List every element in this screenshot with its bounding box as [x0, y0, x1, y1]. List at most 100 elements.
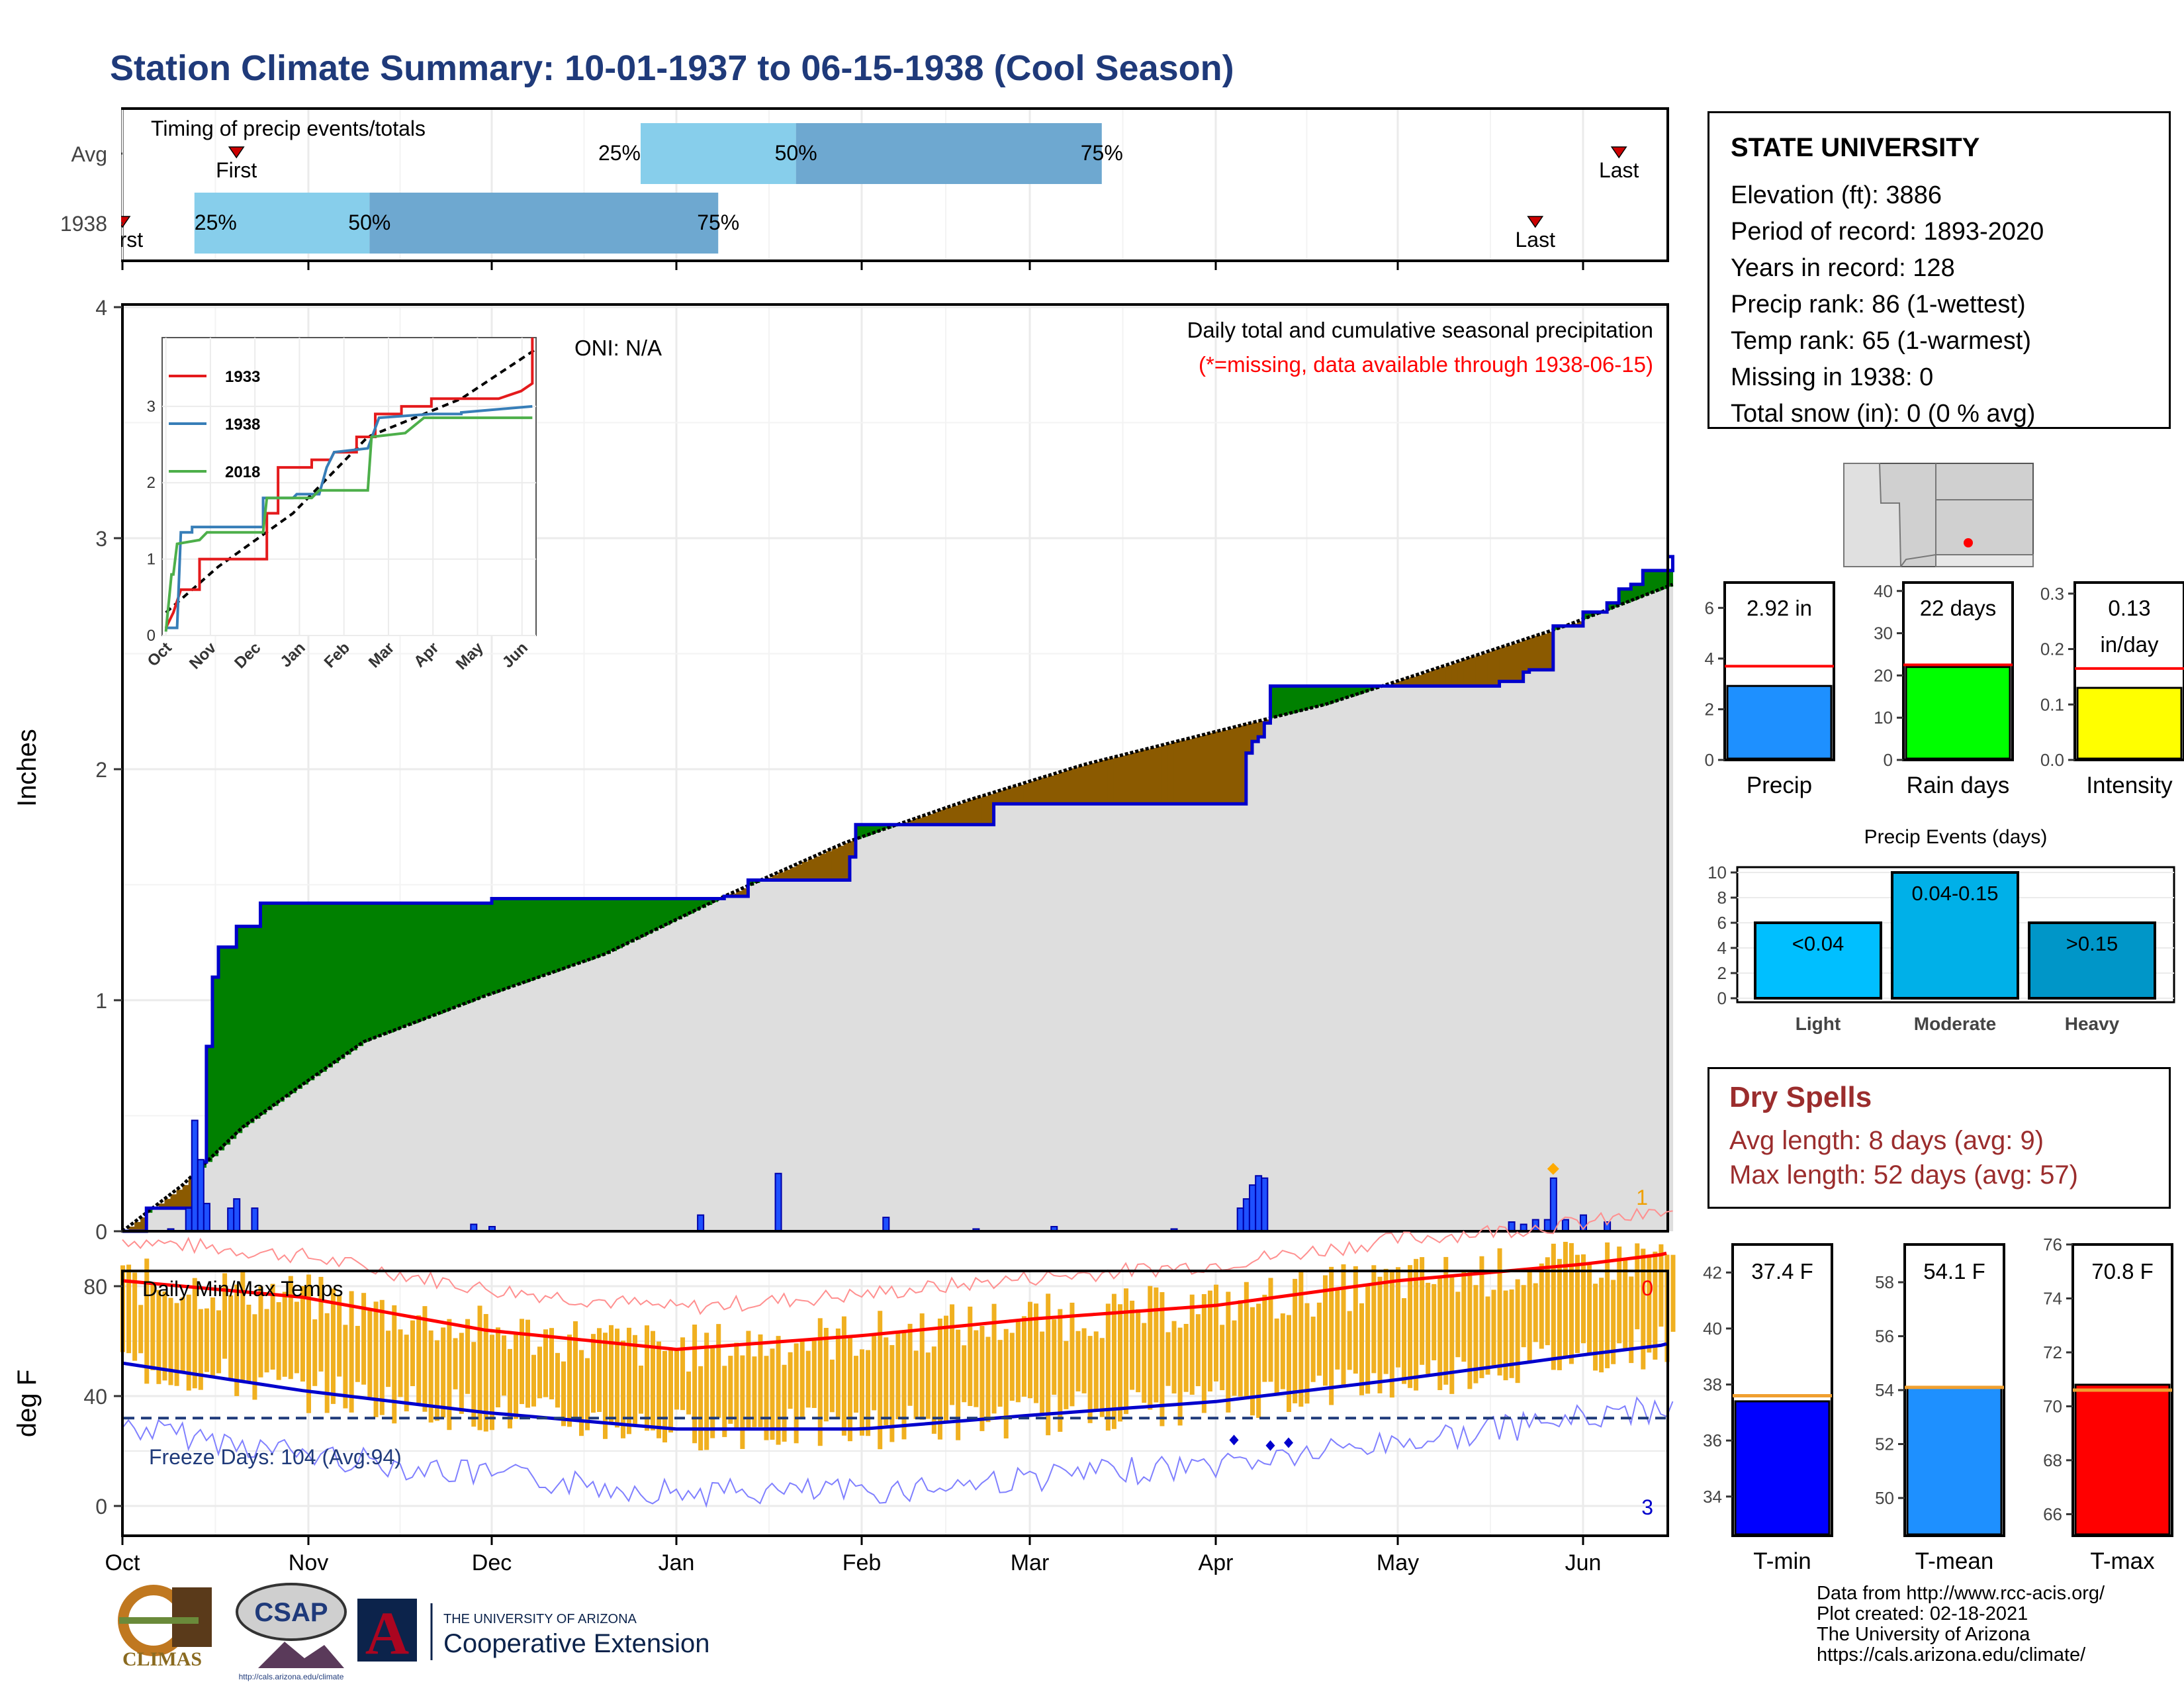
- daily-temp-bar: [1396, 1267, 1400, 1368]
- daily-temp-bar: [1647, 1257, 1652, 1353]
- credits: Data from http://www.rcc-acis.org/ Plot …: [1817, 1583, 2105, 1665]
- daily-temp-bar: [962, 1345, 967, 1403]
- daily-precip-bar: [1508, 1221, 1516, 1233]
- daily-temp-bar: [379, 1299, 385, 1415]
- timing-bar-q2: [796, 123, 1102, 184]
- temp-bar-tick: 34: [1703, 1487, 1722, 1507]
- daily-temp-bar: [1130, 1300, 1135, 1390]
- ua-bottom-text: Cooperative Extension: [443, 1629, 709, 1658]
- credit-date: Plot created: 02-18-2021: [1817, 1603, 2028, 1624]
- record-max-line: [122, 1207, 1673, 1315]
- daily-temp-bar: [537, 1346, 542, 1399]
- daily-temp-bar: [162, 1291, 167, 1381]
- small-bar-tick: 6: [1705, 598, 1714, 618]
- dry-spells-max: Max length: 52 days (avg: 57): [1729, 1160, 2078, 1190]
- timing-last-marker: [1610, 146, 1627, 159]
- temp-ytick: 40: [83, 1385, 107, 1409]
- daily-temp-bar: [404, 1335, 409, 1412]
- daily-temp-bar: [270, 1284, 275, 1370]
- daily-temp-bar: [1635, 1243, 1640, 1330]
- daily-temp-bar: [1449, 1276, 1455, 1394]
- csap-url: http://cals.arizona.edu/climate: [239, 1672, 344, 1681]
- avg-min-line: [122, 1342, 1667, 1431]
- daily-temp-bar: [567, 1335, 572, 1427]
- station-elevation: Elevation (ft): 3886: [1731, 181, 1942, 209]
- daily-temp-bar: [1040, 1331, 1045, 1415]
- daily-temp-bar: [1408, 1265, 1413, 1388]
- small-bar-precip: [1726, 684, 1833, 760]
- record-low-marker: [1265, 1440, 1275, 1451]
- daily-temp-bar: [931, 1346, 936, 1434]
- daily-temp-bar: [1569, 1243, 1574, 1364]
- daily-temp-bar: [1353, 1266, 1358, 1374]
- inset-legend-1933: 1933: [225, 368, 260, 386]
- inset-legend-1938: 1938: [225, 416, 260, 434]
- daily-temp-bar: [398, 1329, 403, 1397]
- timing-p75-label: 75%: [1081, 141, 1123, 165]
- observed-cumulative-line: [122, 555, 1674, 1233]
- event-bar-moderate: [1891, 871, 2019, 1000]
- daily-temp-bar: [1455, 1291, 1461, 1358]
- station-years: Years in record: 128: [1731, 254, 1955, 282]
- events-tick: 4: [1717, 938, 1727, 958]
- daily-temp-bar: [746, 1331, 751, 1430]
- small-bar-tick: 20: [1874, 665, 1893, 685]
- ua-extension-logo: A THE UNIVERSITY OF ARIZONA Cooperative …: [357, 1595, 754, 1668]
- temp-missing-max: 0: [1641, 1276, 1653, 1300]
- daily-temp-bar: [1142, 1323, 1147, 1403]
- daily-temp-bar: [1420, 1257, 1425, 1365]
- daily-temp-bar: [853, 1356, 858, 1413]
- daily-temp-bar: [318, 1276, 324, 1372]
- daily-temp-bar: [1623, 1259, 1628, 1349]
- timing-first-label: First: [216, 158, 257, 182]
- daily-temp-bar: [1377, 1276, 1383, 1393]
- daily-temp-bar: [1064, 1340, 1069, 1409]
- temp-title: Daily Min/Max Temps: [142, 1277, 343, 1301]
- daily-temp-bar: [1432, 1284, 1437, 1360]
- event-bar-value: <0.04: [1792, 932, 1844, 955]
- daily-temp-bar: [531, 1354, 536, 1407]
- temp-bar-tick: 40: [1703, 1319, 1722, 1338]
- daily-temp-bar: [1081, 1328, 1087, 1393]
- month-tick-may: May: [1377, 1550, 1419, 1575]
- station-snow: Total snow (in): 0 (0 % avg): [1731, 400, 2036, 428]
- small-bar-value: 22 days: [1920, 596, 1997, 620]
- daily-temp-bar: [1426, 1282, 1431, 1374]
- daily-temp-bar: [180, 1297, 185, 1373]
- daily-temp-bar: [1479, 1256, 1484, 1378]
- event-bar-label: Light: [1796, 1013, 1841, 1034]
- daily-temp-bar: [657, 1341, 661, 1438]
- timing-last-label: Last: [1515, 228, 1555, 252]
- dry-spells-box: Dry Spells Avg length: 8 days (avg: 9) M…: [1707, 1067, 2171, 1209]
- daily-temp-bar: [1214, 1284, 1218, 1382]
- daily-temp-bar: [1183, 1323, 1189, 1392]
- inset-avg-line: [165, 348, 537, 614]
- temp-bar-t-mean: [1906, 1386, 2003, 1536]
- record-low-marker: [1284, 1437, 1293, 1448]
- daily-temp-bar: [1160, 1291, 1165, 1427]
- small-bar-label: Intensity: [2086, 773, 2173, 798]
- temp-bar-tick: 74: [2043, 1288, 2062, 1308]
- daily-temp-bar: [198, 1309, 203, 1390]
- precip-frame: [121, 303, 1669, 1233]
- daily-temp-bar: [483, 1314, 488, 1432]
- daily-temp-bar: [150, 1285, 156, 1371]
- daily-temp-bar: [609, 1325, 614, 1423]
- daily-temp-bar: [1437, 1277, 1443, 1390]
- daily-temp-bar: [817, 1318, 823, 1446]
- events-tick: 0: [1717, 988, 1727, 1008]
- daily-precip-bar: [251, 1207, 259, 1232]
- daily-temp-bar: [925, 1352, 931, 1419]
- event-bar-light: [1754, 921, 1882, 1000]
- daily-temp-bar: [471, 1342, 477, 1427]
- inset-ytick: 2: [147, 474, 156, 492]
- daily-temp-bar: [1171, 1321, 1177, 1394]
- daily-temp-bar: [264, 1309, 269, 1373]
- inset-ytick: 0: [147, 627, 156, 645]
- daily-temp-bar: [835, 1328, 841, 1420]
- daily-temp-bar: [1533, 1283, 1538, 1342]
- daily-temp-bar: [1365, 1284, 1371, 1394]
- daily-temp-bar: [734, 1342, 739, 1430]
- daily-temp-bar: [1521, 1285, 1526, 1348]
- daily-precip-bar: [185, 1207, 193, 1232]
